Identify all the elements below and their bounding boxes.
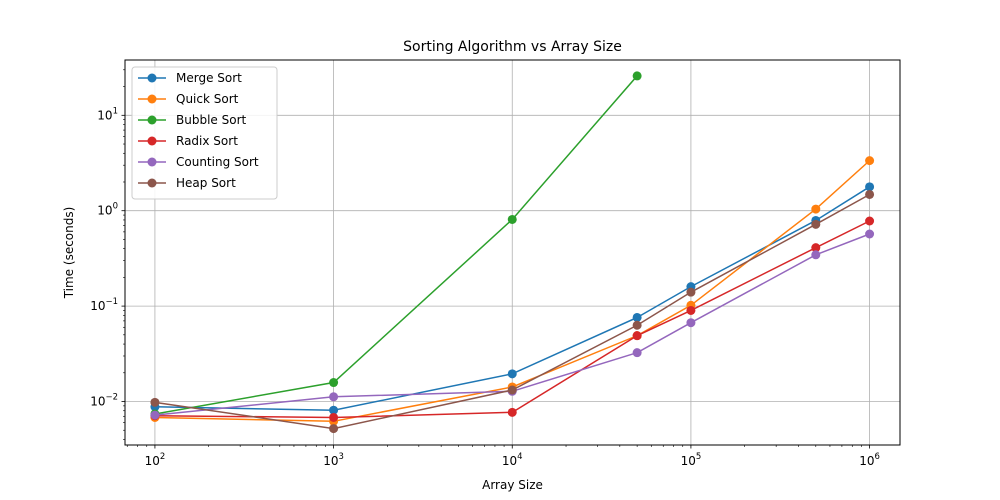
data-point <box>632 312 642 322</box>
data-point <box>686 318 696 328</box>
series-counting-sort <box>150 229 875 420</box>
legend-item: Heap Sort <box>138 176 236 190</box>
data-point <box>507 214 517 224</box>
x-tick-label: 104 <box>502 452 523 468</box>
data-point <box>865 189 875 199</box>
y-tick-label: 101 <box>97 106 118 122</box>
x-axis-label: Array Size <box>482 478 543 492</box>
legend-item: Bubble Sort <box>138 113 246 127</box>
ticks: 102 103 104 105 106 10−2 10−1 100 101 <box>90 69 880 468</box>
data-point <box>686 305 696 315</box>
legend-item: Counting Sort <box>138 155 259 169</box>
data-point <box>632 331 642 341</box>
legend-marker <box>147 115 157 125</box>
data-point <box>811 243 821 253</box>
data-point <box>632 348 642 358</box>
data-point <box>329 412 339 422</box>
y-axis-label: Time (seconds) <box>62 207 76 300</box>
chart-title: Sorting Algorithm vs Array Size <box>403 39 622 55</box>
data-point <box>507 369 517 379</box>
series-heap-sort <box>150 189 875 434</box>
legend-marker <box>147 94 157 104</box>
legend-marker <box>147 136 157 146</box>
data-point <box>329 392 339 402</box>
series-line <box>154 75 638 415</box>
data-point <box>507 385 517 395</box>
legend-marker <box>147 73 157 83</box>
x-tick-label: 106 <box>859 452 880 468</box>
data-point <box>632 71 642 81</box>
legend-item: Radix Sort <box>138 134 238 148</box>
legend-label: Radix Sort <box>176 134 238 148</box>
legend-item: Quick Sort <box>138 92 239 106</box>
grid <box>125 60 900 445</box>
legend-label: Bubble Sort <box>176 113 246 127</box>
data-point <box>865 156 875 166</box>
legend-box <box>131 66 278 200</box>
data-point <box>150 410 160 420</box>
data-point <box>329 405 339 415</box>
data-point <box>811 250 821 260</box>
legend-label: Heap Sort <box>176 176 236 190</box>
data-point <box>507 407 517 417</box>
y-tick-label: 10−2 <box>90 393 118 409</box>
legend-label: Merge Sort <box>176 71 242 85</box>
series-layer <box>150 71 875 434</box>
data-point <box>865 182 875 192</box>
data-point <box>329 424 339 434</box>
data-point <box>811 219 821 229</box>
y-tick-label: 100 <box>97 202 118 218</box>
legend: Merge Sort Quick Sort Bubble Sort Radix Sor… <box>131 66 278 200</box>
data-point <box>865 229 875 239</box>
x-tick-label: 105 <box>681 452 702 468</box>
data-point <box>686 287 696 297</box>
series-bubble-sort <box>150 71 642 419</box>
data-point <box>865 216 875 226</box>
data-point <box>811 204 821 214</box>
data-point <box>632 320 642 330</box>
x-tick-label: 102 <box>145 452 166 468</box>
y-tick-label: 10−1 <box>90 297 118 313</box>
legend-label: Counting Sort <box>176 155 259 169</box>
legend-marker <box>147 157 157 167</box>
data-point <box>329 378 339 388</box>
legend-item: Merge Sort <box>138 71 242 85</box>
data-point <box>150 397 160 407</box>
legend-label: Quick Sort <box>176 92 239 106</box>
x-tick-label: 103 <box>323 452 344 468</box>
legend-marker <box>147 178 157 188</box>
